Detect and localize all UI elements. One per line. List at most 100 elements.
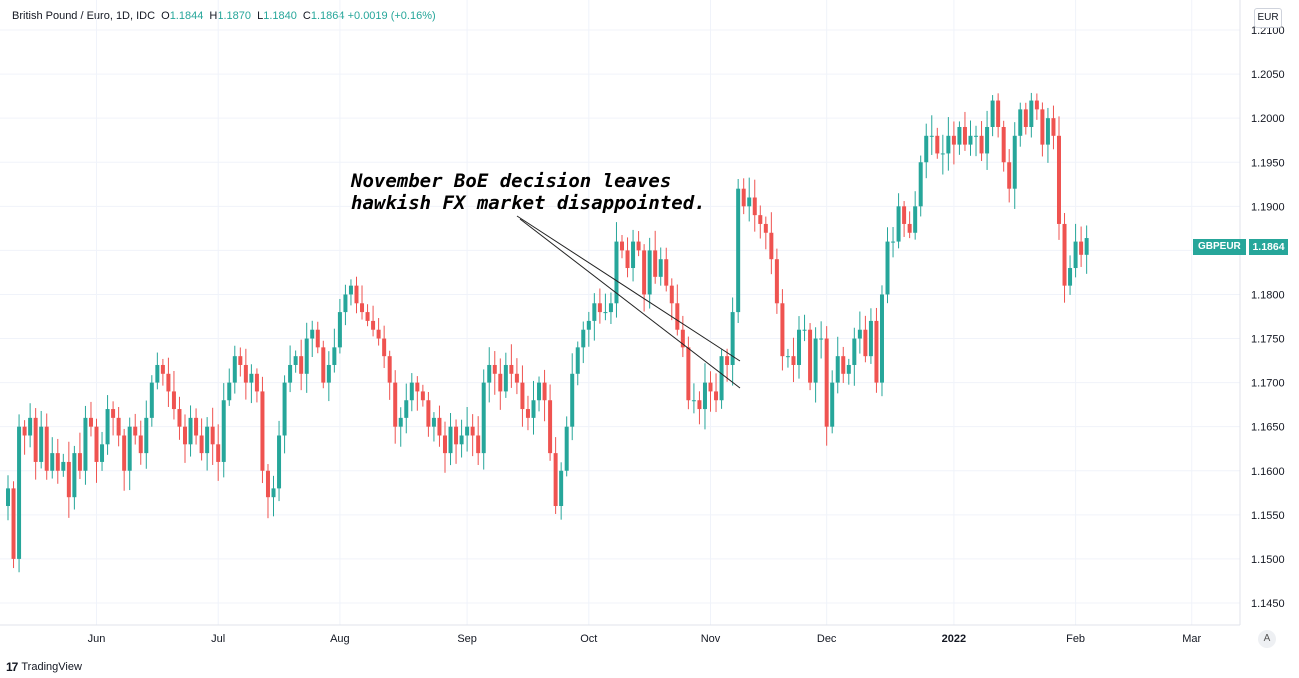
candle-body — [830, 382, 835, 427]
candle-body — [553, 453, 558, 507]
candle-body — [459, 435, 464, 445]
candle-body — [691, 400, 696, 402]
candle-body — [22, 426, 27, 436]
candle-body — [658, 259, 663, 277]
low-label: L — [257, 10, 264, 22]
candle-body — [243, 364, 248, 383]
candle-body — [437, 417, 442, 436]
auto-scale-button[interactable]: A — [1258, 630, 1276, 648]
currency-button[interactable]: EUR — [1254, 8, 1282, 28]
candle-body — [1034, 100, 1039, 110]
candle-body — [155, 364, 160, 383]
x-tick-label: Oct — [580, 633, 597, 645]
open-label: O — [161, 10, 170, 22]
candle-body — [88, 417, 93, 427]
candle-body — [974, 135, 979, 137]
candle-body — [586, 320, 591, 330]
candle-body — [631, 241, 636, 269]
x-tick-label: Nov — [701, 633, 721, 645]
candle-body — [608, 303, 613, 313]
candle-body — [636, 241, 641, 251]
candle-body — [514, 373, 519, 383]
candle-body — [863, 329, 868, 357]
candle-body — [924, 135, 929, 163]
grid — [0, 0, 1240, 625]
candle-body — [177, 409, 182, 427]
candle-body — [785, 356, 790, 358]
candle-body — [365, 312, 370, 321]
candle-body — [525, 409, 530, 418]
x-tick-label: Mar — [1182, 633, 1201, 645]
candle-body — [387, 356, 392, 383]
candle-body — [620, 241, 624, 251]
candle-body — [879, 294, 884, 383]
candle-body — [420, 391, 425, 401]
candle-body — [625, 250, 630, 269]
change-value: +0.0019 (+0.16%) — [347, 10, 436, 22]
candle-body — [371, 320, 376, 330]
candle-body — [232, 356, 237, 383]
candle-body — [1079, 241, 1084, 255]
candle-body — [542, 382, 547, 401]
candle-body — [791, 356, 796, 365]
candle-body — [1073, 241, 1078, 269]
candle-body — [780, 303, 785, 357]
candle-body — [946, 135, 951, 154]
candle-body — [996, 100, 1001, 127]
candle-body — [509, 364, 514, 374]
candle-body — [592, 303, 597, 321]
candle-body — [199, 435, 204, 454]
candle-body — [116, 417, 121, 436]
tradingview-brand[interactable]: 17 TradingView — [6, 660, 82, 674]
last-price-tag: 1.1864 — [1249, 239, 1288, 255]
candle-body — [548, 400, 553, 454]
price-axis[interactable]: 1.21001.20501.20001.19501.19001.18501.18… — [1251, 25, 1285, 610]
candle-body — [6, 488, 10, 507]
ticker-label: GBPEUR — [1193, 239, 1246, 255]
candle-body — [299, 356, 304, 374]
candle-body — [1056, 135, 1061, 224]
candle-body — [33, 417, 38, 462]
candle-body — [448, 426, 453, 454]
candle-body — [249, 373, 254, 383]
candle-body — [570, 373, 575, 427]
y-tick-label: 1.1700 — [1251, 378, 1285, 390]
candle-body — [564, 426, 569, 471]
annotation-line-2: hawkish FX market disappointed. — [351, 192, 706, 214]
candle-body — [138, 435, 143, 454]
candle-body — [431, 417, 436, 427]
x-tick-label: Sep — [457, 633, 477, 645]
y-tick-label: 1.1900 — [1251, 201, 1285, 213]
candle-body — [614, 241, 619, 304]
candle-body — [736, 188, 741, 313]
candle-body — [846, 364, 851, 374]
candle-body — [1040, 109, 1045, 145]
candle-body — [66, 461, 71, 498]
candle-body — [708, 382, 713, 392]
candle-body — [337, 312, 342, 348]
candle-body — [55, 453, 60, 471]
candle-body — [426, 400, 431, 427]
candle-body — [277, 435, 282, 489]
y-tick-label: 1.2100 — [1251, 25, 1285, 37]
candle-body — [127, 426, 132, 471]
candle-body — [990, 100, 995, 127]
candle-body — [360, 303, 365, 313]
candle-body — [1029, 100, 1034, 127]
candle-body — [160, 364, 165, 374]
candle-body — [935, 135, 940, 154]
candle-body — [962, 126, 967, 145]
time-axis[interactable]: Jun Jul Aug Sep Oct Nov Dec 2022 Feb Mar — [88, 633, 1202, 645]
candles — [6, 92, 1089, 573]
x-tick-label: Jul — [211, 633, 225, 645]
candle-body — [409, 382, 414, 401]
candle-body — [979, 135, 984, 154]
annotation-text: November BoE decision leaves hawkish FX … — [351, 170, 706, 214]
candle-body — [841, 356, 846, 374]
candle-body — [774, 259, 779, 304]
candle-body — [288, 364, 293, 383]
candle-body — [61, 461, 66, 471]
candle-body — [797, 329, 802, 365]
candle-body — [857, 329, 862, 339]
